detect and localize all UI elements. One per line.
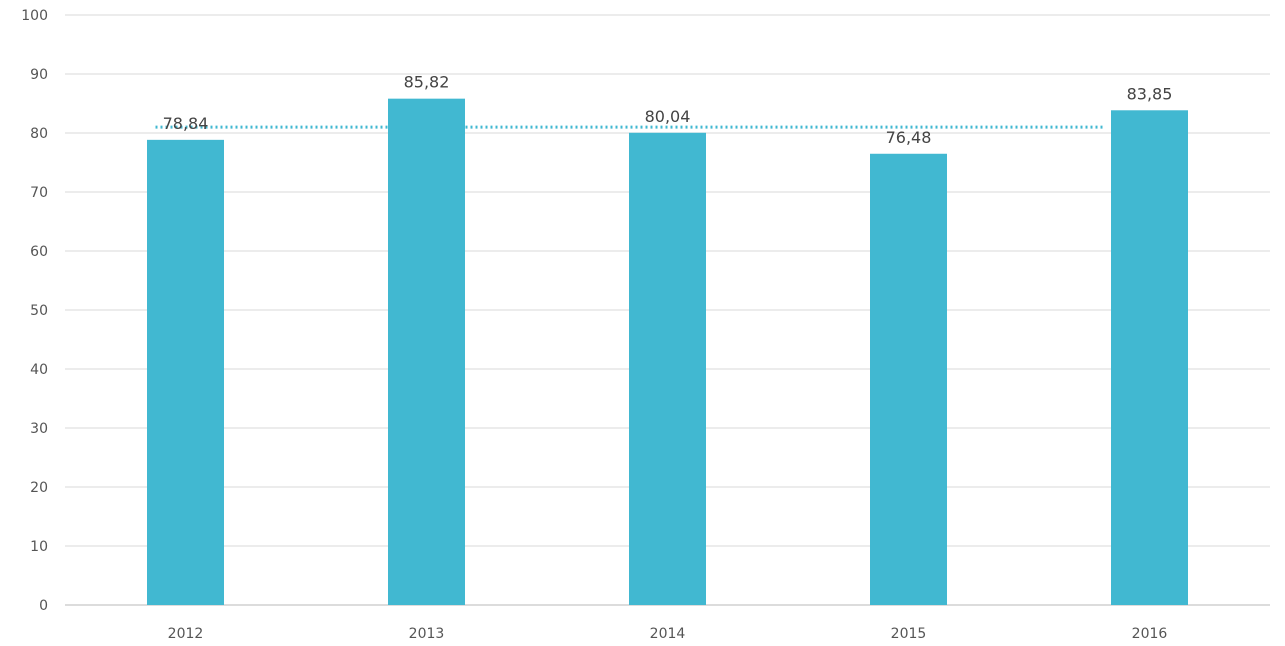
y-tick-label: 80 <box>30 126 48 142</box>
y-tick-label: 90 <box>30 67 48 83</box>
y-tick-label: 0 <box>39 598 48 614</box>
y-tick-label: 70 <box>30 185 48 201</box>
x-tick-label-2012: 2012 <box>168 626 204 642</box>
y-tick-label: 100 <box>21 8 48 24</box>
y-tick-label: 10 <box>30 539 48 555</box>
x-tick-label-2015: 2015 <box>891 626 927 642</box>
y-axis-tick-labels: 0 10 20 30 40 50 60 70 80 90 100 <box>21 8 48 614</box>
x-tick-label-2016: 2016 <box>1132 626 1168 642</box>
x-tick-label-2014: 2014 <box>650 626 686 642</box>
x-axis-tick-labels: 2012 2013 2014 2015 2016 <box>168 626 1168 642</box>
bar-2014 <box>629 132 706 606</box>
y-tick-label: 30 <box>30 421 48 437</box>
bar-2015 <box>870 153 947 605</box>
data-label-2015: 76,48 <box>886 128 932 147</box>
bar-2016 <box>1111 110 1188 605</box>
y-tick-label: 40 <box>30 362 48 378</box>
y-tick-label: 60 <box>30 244 48 260</box>
data-labels: 78,84 85,82 80,04 76,48 83,85 <box>163 73 1173 147</box>
data-label-2014: 80,04 <box>645 107 691 126</box>
bars <box>147 98 1188 606</box>
bar-2013 <box>388 98 465 606</box>
x-tick-label-2013: 2013 <box>409 626 445 642</box>
bar-2012 <box>147 139 224 605</box>
y-tick-label: 20 <box>30 480 48 496</box>
y-tick-label: 50 <box>30 303 48 319</box>
data-label-2012: 78,84 <box>163 114 209 133</box>
data-label-2013: 85,82 <box>404 73 450 92</box>
data-label-2016: 83,85 <box>1127 84 1173 103</box>
